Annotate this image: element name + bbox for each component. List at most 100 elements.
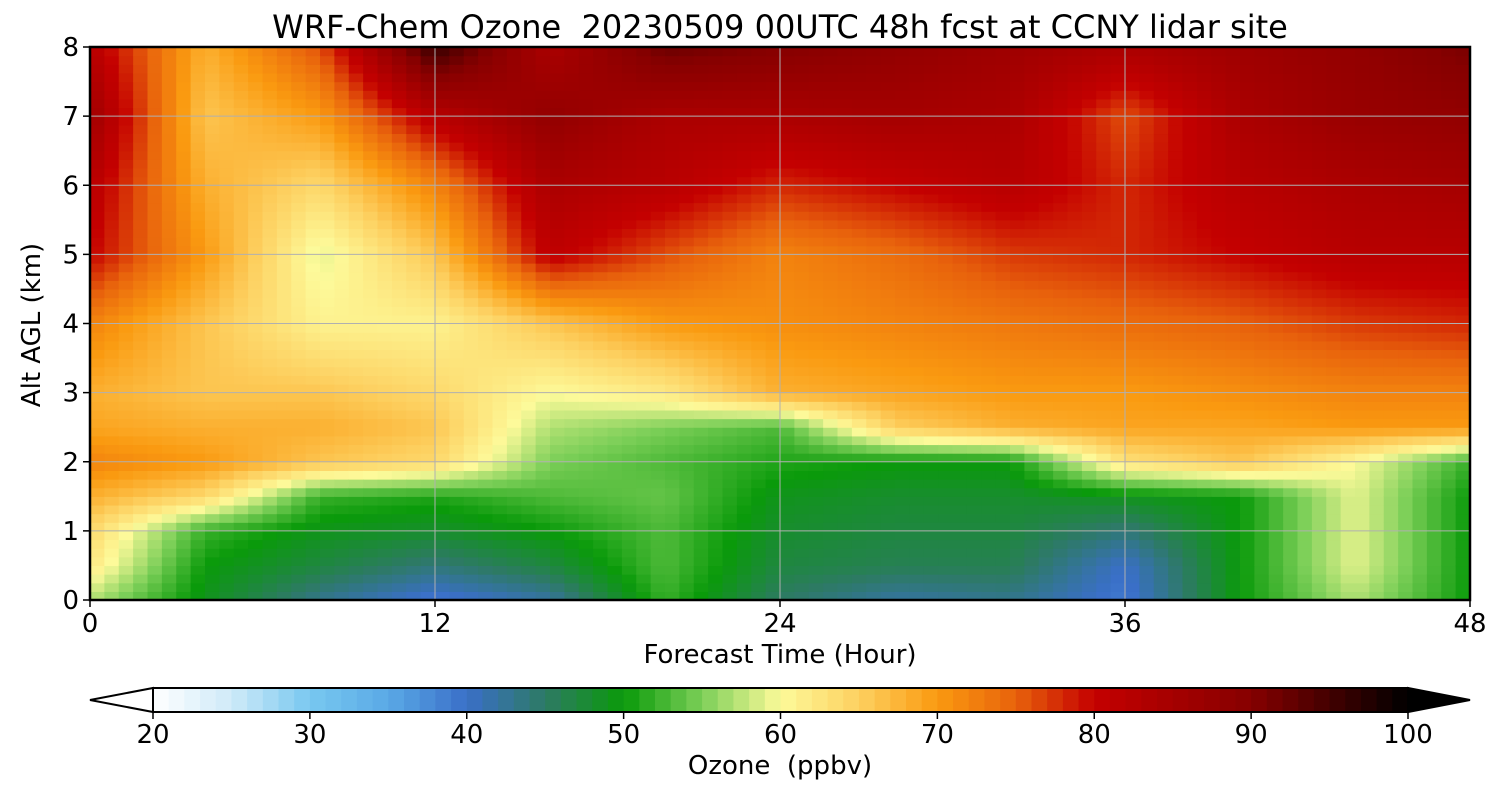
- heatmap-cell: [348, 263, 364, 273]
- heatmap-cell: [262, 470, 278, 480]
- heatmap-cell: [1139, 366, 1155, 376]
- heatmap-cell: [780, 530, 795, 541]
- heatmap-cell: [981, 81, 997, 91]
- heatmap-cell: [650, 366, 666, 376]
- heatmap-cell: [190, 574, 206, 584]
- heatmap-cell: [1182, 539, 1198, 549]
- heatmap-cell: [435, 176, 450, 186]
- heatmap-cell: [1067, 228, 1083, 238]
- heatmap-cell: [578, 133, 594, 143]
- heatmap-cell: [966, 306, 982, 316]
- heatmap-cell: [161, 401, 177, 411]
- heatmap-cell: [780, 409, 795, 420]
- heatmap-cell: [1168, 349, 1184, 359]
- heatmap-cell: [334, 245, 350, 255]
- heatmap-cell: [880, 548, 896, 558]
- heatmap-cell: [463, 288, 479, 299]
- heatmap-cell: [176, 245, 192, 255]
- heatmap-cell: [679, 392, 695, 402]
- heatmap-cell: [506, 202, 522, 212]
- heatmap-cell: [578, 565, 594, 575]
- heatmap-cell: [550, 314, 565, 325]
- heatmap-cell: [176, 81, 192, 91]
- heatmap-cell: [650, 271, 666, 281]
- heatmap-cell: [952, 539, 968, 549]
- heatmap-cell: [665, 228, 680, 238]
- heatmap-cell: [880, 297, 896, 307]
- heatmap-cell: [650, 107, 666, 117]
- heatmap-cell: [391, 574, 407, 584]
- heatmap-cell: [636, 461, 652, 471]
- heatmap-cell: [708, 167, 724, 178]
- heatmap-cell: [1053, 228, 1069, 238]
- heatmap-cell: [348, 314, 364, 325]
- heatmap-cell: [650, 453, 666, 463]
- heatmap-cell: [492, 124, 508, 135]
- heatmap-cell: [133, 358, 149, 368]
- heatmap-cell: [262, 513, 278, 523]
- heatmap-cell: [823, 159, 839, 169]
- heatmap-cell: [866, 461, 882, 471]
- heatmap-cell: [449, 263, 465, 273]
- heatmap-cell: [621, 306, 637, 316]
- heatmap-cell: [478, 530, 494, 541]
- heatmap-cell: [161, 64, 177, 74]
- heatmap-cell: [176, 219, 192, 230]
- heatmap-cell: [851, 254, 867, 264]
- heatmap-cell: [966, 98, 982, 109]
- heatmap-cell: [909, 461, 925, 471]
- heatmap-cell: [1096, 401, 1112, 411]
- heatmap-cell: [104, 418, 120, 428]
- heatmap-cell: [1125, 487, 1140, 497]
- heatmap-cell: [133, 435, 149, 446]
- heatmap-cell: [650, 237, 666, 247]
- heatmap-cell: [506, 504, 522, 515]
- heatmap-cell: [1038, 176, 1054, 186]
- heatmap-cell: [1168, 98, 1184, 109]
- heatmap-cell: [794, 496, 810, 506]
- heatmap-cell: [161, 358, 177, 368]
- heatmap-cell: [1196, 314, 1212, 325]
- heatmap-cell: [463, 504, 479, 515]
- heatmap-cell: [1139, 185, 1155, 195]
- heatmap-cell: [952, 461, 968, 471]
- heatmap-cell: [578, 150, 594, 160]
- heatmap-cell: [420, 383, 436, 394]
- heatmap-cell: [1182, 470, 1198, 480]
- heatmap-cell: [679, 314, 695, 325]
- heatmap-cell: [679, 254, 695, 264]
- heatmap-cell: [1067, 513, 1083, 523]
- heatmap-cell: [550, 349, 565, 359]
- heatmap-cell: [1182, 288, 1198, 299]
- heatmap-cell: [118, 556, 134, 567]
- heatmap-cell: [492, 288, 508, 299]
- heatmap-cell: [463, 427, 479, 437]
- heatmap-cell: [794, 297, 810, 307]
- heatmap-cell: [794, 306, 810, 316]
- heatmap-cell: [593, 418, 609, 428]
- heatmap-cell: [1182, 375, 1198, 385]
- heatmap-cell: [147, 504, 163, 515]
- heatmap-cell: [161, 72, 177, 83]
- heatmap-cell: [449, 340, 465, 351]
- heatmap-cell: [506, 323, 522, 333]
- heatmap-cell: [923, 107, 939, 117]
- heatmap-cell: [377, 323, 393, 333]
- heatmap-cell: [966, 107, 982, 117]
- heatmap-cell: [1067, 366, 1083, 376]
- heatmap-cell: [593, 479, 609, 489]
- heatmap-cell: [363, 90, 379, 100]
- heatmap-cell: [463, 263, 479, 273]
- heatmap-cell: [161, 461, 177, 471]
- heatmap-cell: [492, 314, 508, 325]
- heatmap-cell: [219, 219, 235, 230]
- heatmap-cell: [1139, 504, 1155, 515]
- heatmap-cell: [808, 90, 824, 100]
- heatmap-cell: [1096, 133, 1112, 143]
- heatmap-cell: [348, 591, 364, 600]
- heatmap-cell: [463, 107, 479, 117]
- heatmap-cell: [176, 522, 192, 532]
- heatmap-cell: [176, 461, 192, 471]
- heatmap-cell: [1010, 453, 1025, 463]
- heatmap-cell: [478, 237, 494, 247]
